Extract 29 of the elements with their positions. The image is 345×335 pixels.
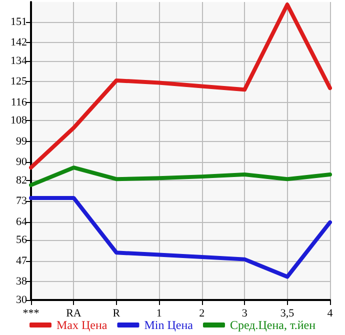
y-tick-label: 116 [10,96,28,108]
legend-label: Max Цена [56,318,108,332]
line-series [29,166,332,188]
y-tick-label: 125 [10,76,28,88]
x-tick-label: 1 [156,308,162,320]
x-tick-label: 4 [327,308,334,320]
y-tick-label: 64 [16,216,28,228]
y-tick-label: 108 [10,114,28,127]
y-tick-label: 73 [16,195,28,208]
x-tick-label: *** [22,308,40,320]
x-tick-label: 3,5 [280,308,295,320]
y-tick-label: 142 [10,36,27,49]
x-tick-label: RA [66,308,82,320]
x-tick-label: 2 [199,308,205,320]
y-tick-label: 99 [16,135,28,148]
x-tick-label: 3 [242,308,248,320]
y-tick-label: 56 [16,234,28,246]
y-tick-label: 47 [16,254,28,267]
y-tick-label: 82 [16,174,27,186]
line-series [29,196,332,279]
y-tick-label: 38 [16,276,28,288]
x-tick-label: R [112,308,121,320]
y-tick-label: 30 [16,294,28,306]
legend-label: Сред.Цена, т.йен [230,318,316,332]
y-tick-label: 90 [16,156,28,168]
legend-label: Min Цена [144,318,194,332]
y-tick-label: 134 [10,54,28,67]
line-series [29,2,332,170]
y-tick-label: 151 [10,16,27,28]
